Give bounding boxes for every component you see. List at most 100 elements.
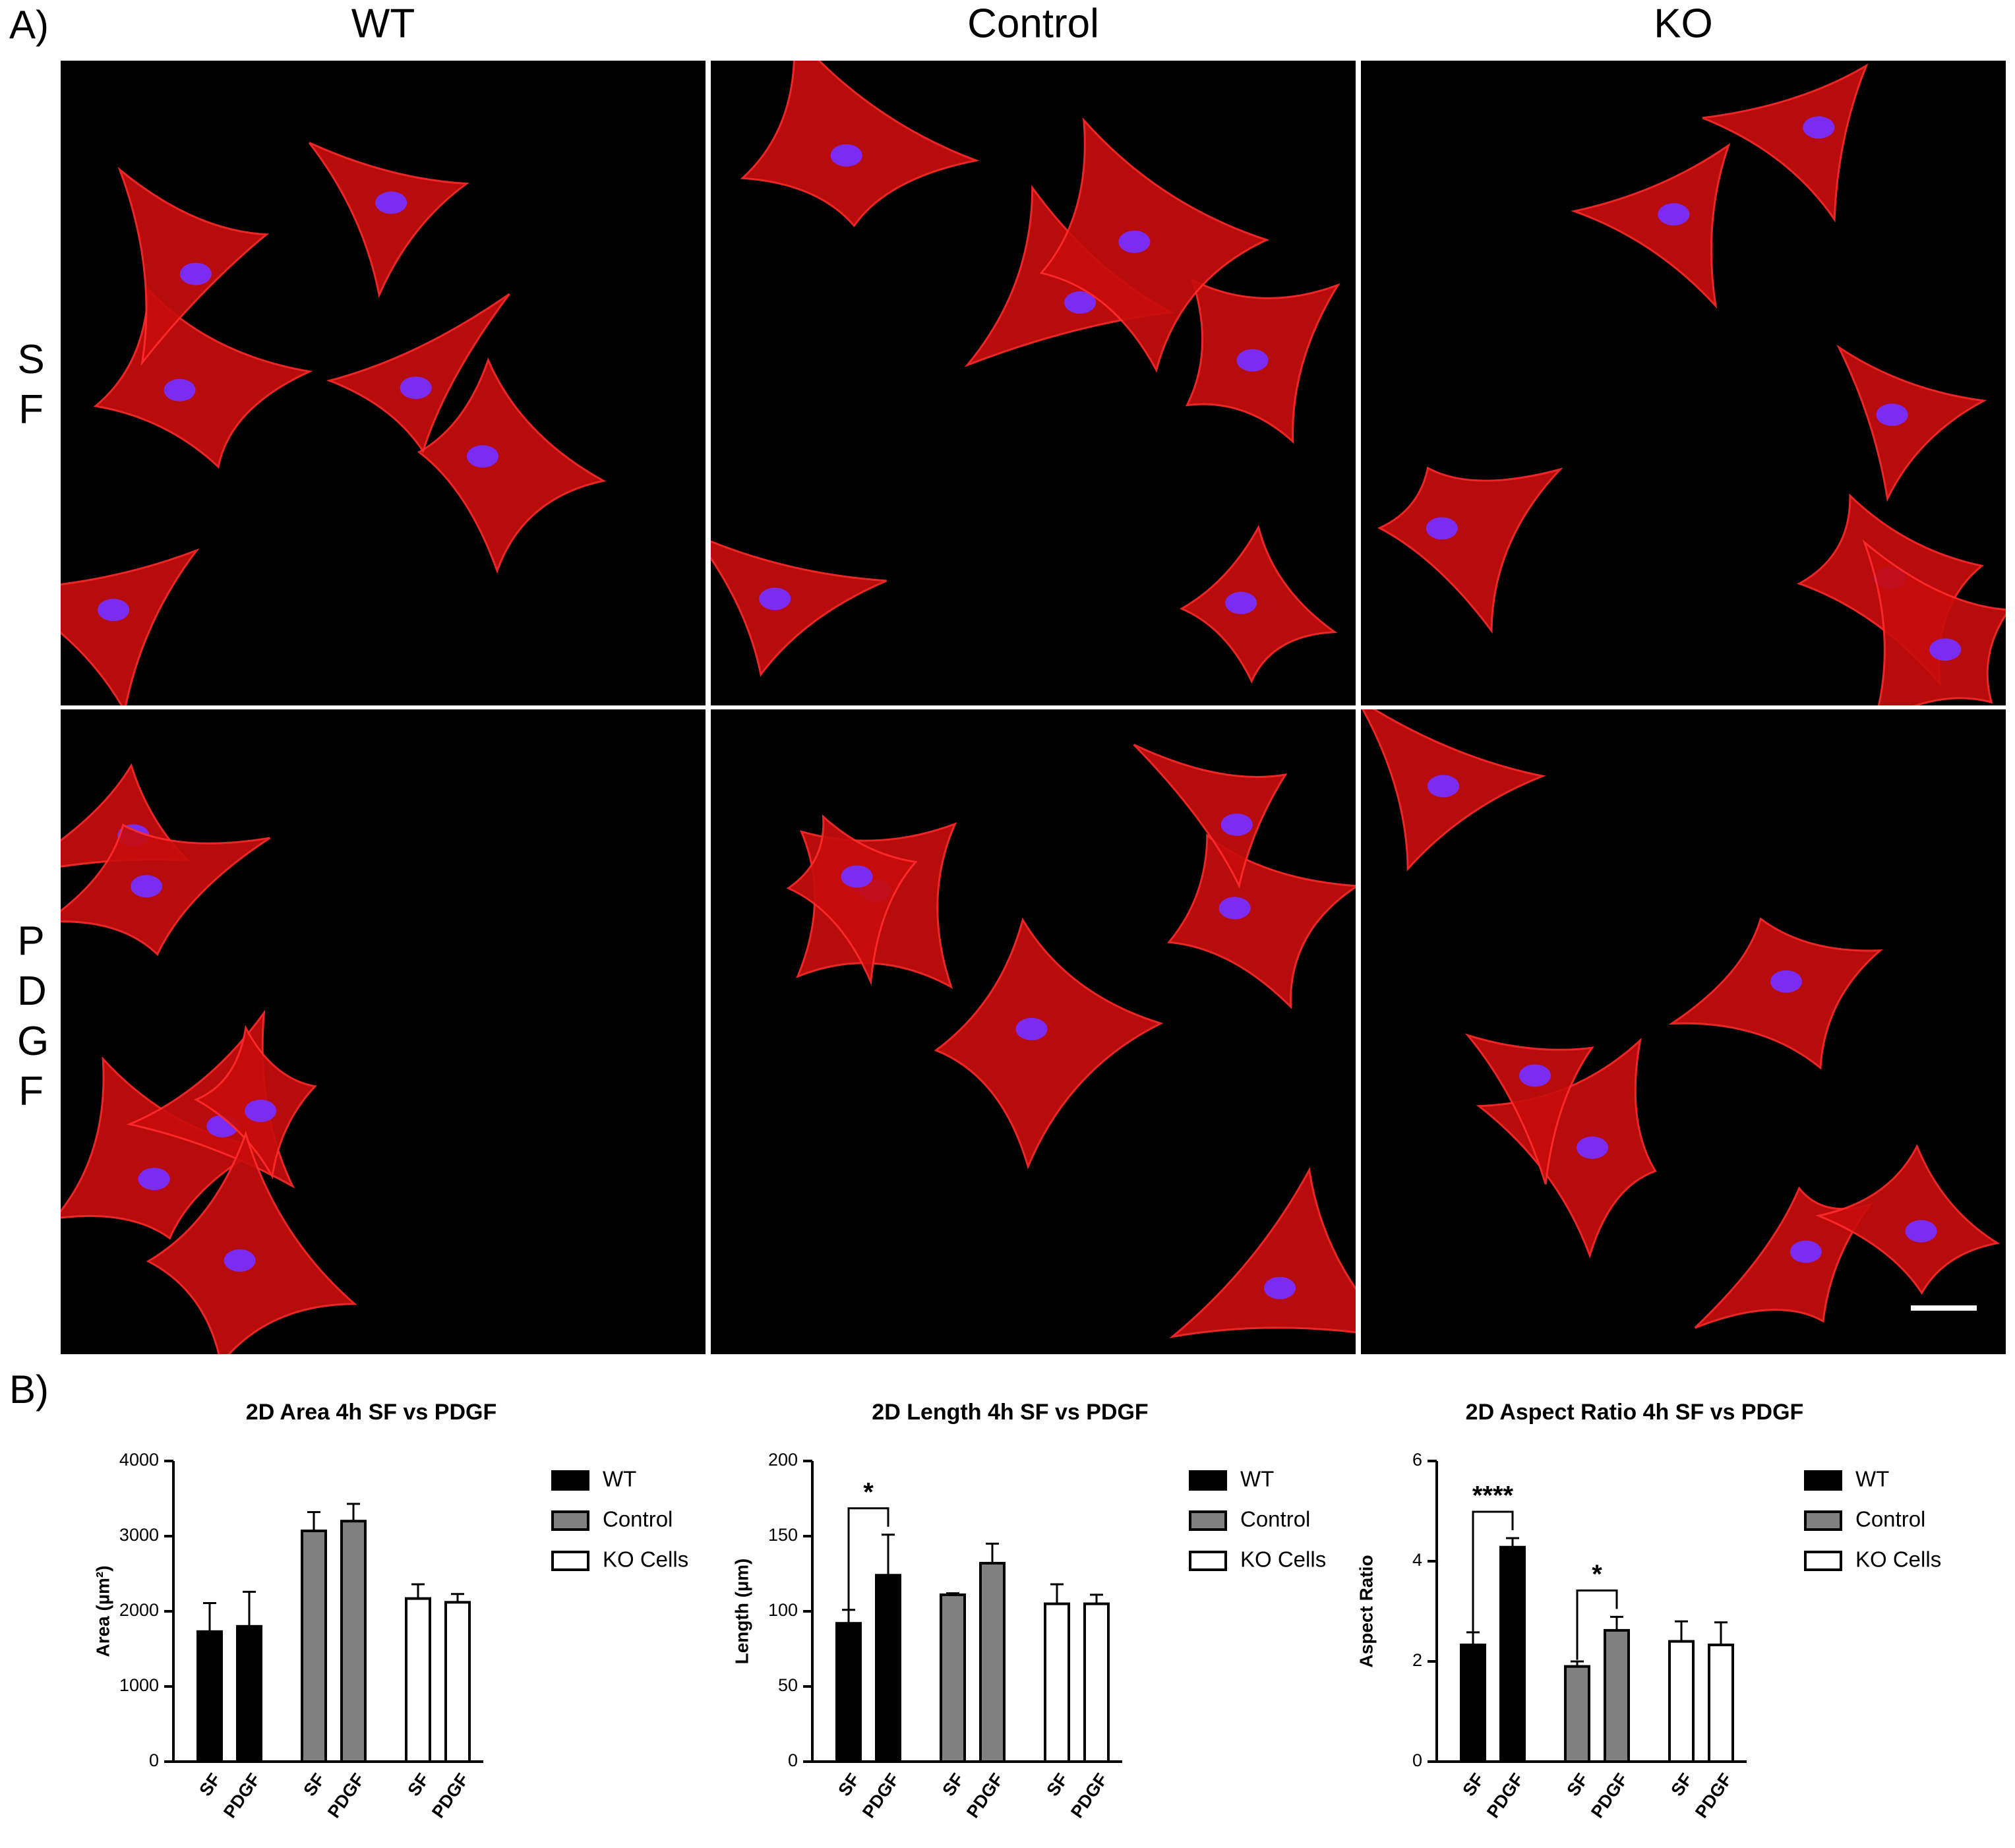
cells: [711, 61, 1340, 684]
legend-label: KO Cells: [1240, 1547, 1326, 1572]
column-header: WT: [351, 1, 415, 46]
cell: [326, 293, 510, 454]
bar: [196, 1630, 223, 1764]
nucleus: [1427, 775, 1459, 798]
nucleus: [400, 376, 432, 400]
bar: [236, 1624, 262, 1764]
nucleus: [1789, 1240, 1822, 1263]
legend-swatch: [551, 1510, 589, 1531]
cell: [1668, 917, 1883, 1070]
error-bar: [243, 1590, 256, 1626]
cells: [61, 763, 357, 1354]
error-bar: [946, 1592, 959, 1595]
cell: [786, 814, 918, 986]
legend-swatch: [551, 1551, 589, 1571]
legend-label: Control: [603, 1507, 673, 1532]
bar: [875, 1574, 901, 1764]
legend-label: WT: [1855, 1467, 1889, 1491]
cell: [1377, 466, 1563, 634]
cell: [1133, 744, 1288, 889]
nucleus: [1064, 291, 1097, 314]
cell: [308, 142, 469, 299]
significance-bracket: [1576, 1589, 1618, 1660]
error-bar: [203, 1601, 216, 1632]
error-bar: [986, 1542, 999, 1564]
y-axis-label: Area (µm²): [92, 1565, 113, 1657]
y-tick-label: 0: [788, 1750, 798, 1770]
y-axis-label: Aspect Ratio: [1356, 1555, 1376, 1667]
nucleus: [1225, 591, 1257, 614]
legend-swatch: [1189, 1551, 1227, 1571]
x-tick-label: SF: [299, 1770, 328, 1799]
nucleus: [245, 1099, 277, 1122]
x-tick-label: PDGF: [858, 1770, 903, 1822]
bar: [405, 1597, 431, 1764]
nucleus: [1264, 1276, 1296, 1299]
nucleus: [179, 262, 212, 285]
legend-swatch: [1189, 1510, 1227, 1531]
cells: [1362, 709, 2000, 1329]
nucleus: [841, 865, 873, 888]
nucleus: [1576, 1136, 1608, 1159]
nucleus: [466, 445, 498, 468]
cell: [61, 1056, 266, 1240]
significance-label: *: [1592, 1560, 1602, 1589]
bar: [1564, 1665, 1590, 1764]
nucleus: [1876, 403, 1908, 427]
cell: [711, 540, 887, 677]
bar: [940, 1593, 966, 1763]
cells: [61, 142, 607, 705]
nucleus: [98, 599, 130, 622]
cells: [786, 744, 1356, 1338]
legend-swatch: [1804, 1470, 1842, 1491]
y-axis-label: Length (µm): [731, 1559, 752, 1665]
legend-label: WT: [603, 1467, 636, 1491]
bar: [1604, 1628, 1630, 1763]
x-tick-label: SF: [1042, 1770, 1071, 1799]
error-bar: [882, 1534, 895, 1576]
x-tick-label: PDGF: [1067, 1770, 1112, 1822]
chart-title: 2D Area 4h SF vs PDGF: [246, 1400, 496, 1425]
nucleus: [830, 144, 862, 167]
cell: [1571, 142, 1731, 309]
x-tick-label: PDGF: [963, 1770, 1008, 1822]
cell: [1039, 117, 1270, 373]
cell: [1702, 63, 1869, 223]
legend-label: KO Cells: [1855, 1547, 1941, 1572]
bar: [444, 1601, 471, 1764]
error-bar: [1090, 1594, 1103, 1604]
nucleus: [1803, 116, 1835, 139]
error-bar: [1675, 1620, 1688, 1642]
x-tick-label: PDGF: [220, 1770, 264, 1822]
bar: [340, 1520, 367, 1763]
x-tick-label: SF: [1667, 1770, 1696, 1799]
nucleus: [1905, 1220, 1937, 1243]
y-tick-label: 6: [1412, 1450, 1422, 1470]
error-bar: [307, 1511, 320, 1532]
significance-label: *: [863, 1477, 874, 1506]
y-tick-label: 200: [768, 1450, 798, 1470]
legend-label: Control: [1855, 1507, 1925, 1532]
cell: [1180, 524, 1338, 684]
x-tick-label: PDGF: [324, 1770, 369, 1822]
legend-label: KO Cells: [603, 1547, 688, 1572]
legend-swatch: [1804, 1551, 1842, 1571]
x-tick-label: PDGF: [428, 1770, 473, 1822]
nucleus: [1770, 970, 1802, 993]
nucleus: [1015, 1017, 1048, 1040]
x-tick-label: SF: [938, 1770, 967, 1799]
row-label: SF: [17, 337, 45, 432]
y-tick-label: 1000: [119, 1675, 159, 1695]
cell: [1476, 1037, 1657, 1259]
cell: [146, 1130, 357, 1354]
y-tick-label: 4000: [119, 1450, 159, 1470]
significance-bracket: [1472, 1510, 1514, 1638]
nucleus: [1218, 897, 1251, 920]
y-tick-label: 0: [149, 1750, 159, 1770]
row-label: PDGF: [17, 918, 49, 1114]
x-tick-label: SF: [404, 1770, 433, 1799]
legend-label: WT: [1240, 1467, 1274, 1491]
nucleus: [1236, 349, 1269, 372]
